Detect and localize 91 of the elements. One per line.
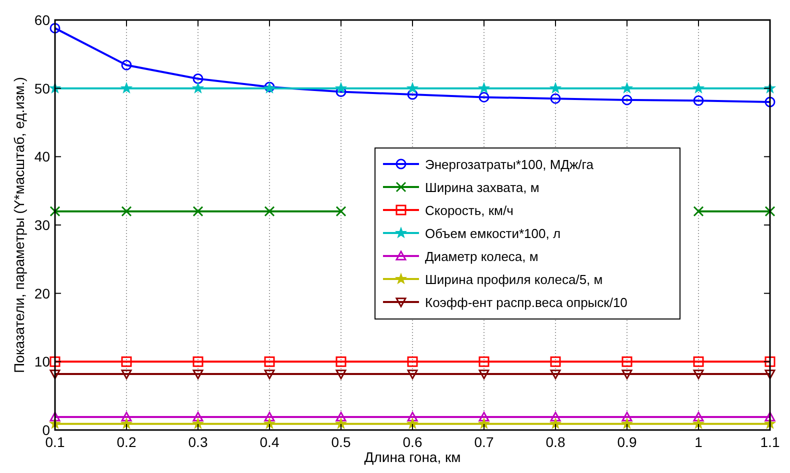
point — [550, 82, 561, 93]
y-tick-label: 60 — [34, 12, 50, 28]
point — [336, 370, 346, 380]
point — [336, 356, 346, 367]
x-tick-label: 0.4 — [260, 434, 280, 450]
point — [50, 370, 60, 380]
x-tick-label: 0.2 — [116, 434, 136, 450]
point — [192, 356, 204, 367]
point — [550, 418, 561, 428]
x-tick-label: 0.6 — [402, 434, 422, 450]
point — [50, 356, 60, 367]
point — [693, 370, 704, 380]
point — [622, 82, 632, 93]
y-tick-label: 10 — [34, 354, 50, 370]
point — [550, 93, 561, 104]
legend-label: Скорость, км/ч — [425, 203, 514, 218]
legend-label: Ширина профиля колеса/5, м — [425, 272, 603, 287]
point — [121, 60, 132, 70]
point — [192, 82, 204, 93]
point — [192, 370, 204, 380]
point — [336, 82, 346, 93]
point — [622, 412, 632, 422]
point — [336, 418, 346, 428]
y-tick-label: 30 — [34, 217, 50, 233]
legend-label: Диаметр колеса, м — [425, 249, 538, 264]
point — [121, 206, 132, 217]
point — [407, 418, 418, 428]
point — [478, 370, 490, 380]
point — [336, 206, 346, 217]
point — [693, 206, 704, 217]
point — [764, 356, 776, 367]
point — [264, 418, 275, 428]
point — [264, 370, 275, 380]
point — [264, 356, 275, 367]
y-tick-label: 50 — [34, 80, 50, 96]
point — [192, 418, 204, 428]
point — [693, 412, 704, 422]
point — [693, 418, 704, 428]
x-tick-label: 0.3 — [188, 434, 208, 450]
point — [550, 412, 561, 422]
point — [192, 206, 204, 217]
point — [764, 206, 776, 217]
x-tick-label: 0.7 — [474, 434, 494, 450]
point — [622, 370, 632, 380]
y-axis-title: Показатели, параметры (Y*масштаб, ед.изм.) — [11, 76, 27, 374]
point — [121, 418, 132, 428]
point — [478, 82, 490, 93]
point — [407, 370, 418, 380]
point — [693, 356, 704, 367]
point — [121, 356, 132, 367]
legend-label: Объем емкости*100, л — [425, 226, 561, 241]
point — [764, 96, 776, 108]
x-axis-title: Длина гона, км — [364, 449, 461, 465]
point — [693, 82, 704, 93]
point — [622, 94, 632, 106]
point — [478, 356, 490, 367]
point — [264, 206, 275, 217]
point — [693, 95, 704, 106]
point — [550, 370, 561, 380]
point — [407, 89, 418, 100]
point — [121, 412, 132, 422]
point — [622, 418, 632, 428]
x-tick-label: 1 — [694, 434, 703, 450]
point — [50, 206, 60, 217]
point — [478, 92, 490, 102]
point — [336, 412, 346, 422]
point — [192, 74, 204, 84]
y-tick-label: 40 — [34, 148, 50, 165]
legend-label: Коэфф-ент распр.веса опрыск/10 — [425, 295, 628, 310]
point — [121, 370, 132, 380]
y-tick-label: 20 — [34, 285, 50, 302]
legend-label: Ширина захвата, м — [425, 180, 540, 195]
point — [478, 412, 490, 422]
point — [407, 356, 418, 367]
x-tick-label: 1.1 — [760, 434, 780, 450]
point — [121, 82, 132, 93]
point — [407, 412, 418, 422]
point — [550, 356, 561, 367]
point — [50, 22, 60, 34]
legend-label: Энергозатраты*100, МДж/га — [425, 157, 594, 172]
point — [407, 82, 418, 93]
x-tick-label: 0.9 — [617, 434, 637, 450]
point — [192, 412, 204, 422]
point — [50, 412, 60, 422]
x-tick-label: 0.5 — [331, 434, 351, 450]
x-tick-label: 0.8 — [546, 434, 566, 450]
point — [764, 370, 776, 380]
point — [264, 412, 275, 422]
point — [622, 356, 632, 367]
point — [764, 412, 776, 422]
point — [478, 418, 490, 428]
